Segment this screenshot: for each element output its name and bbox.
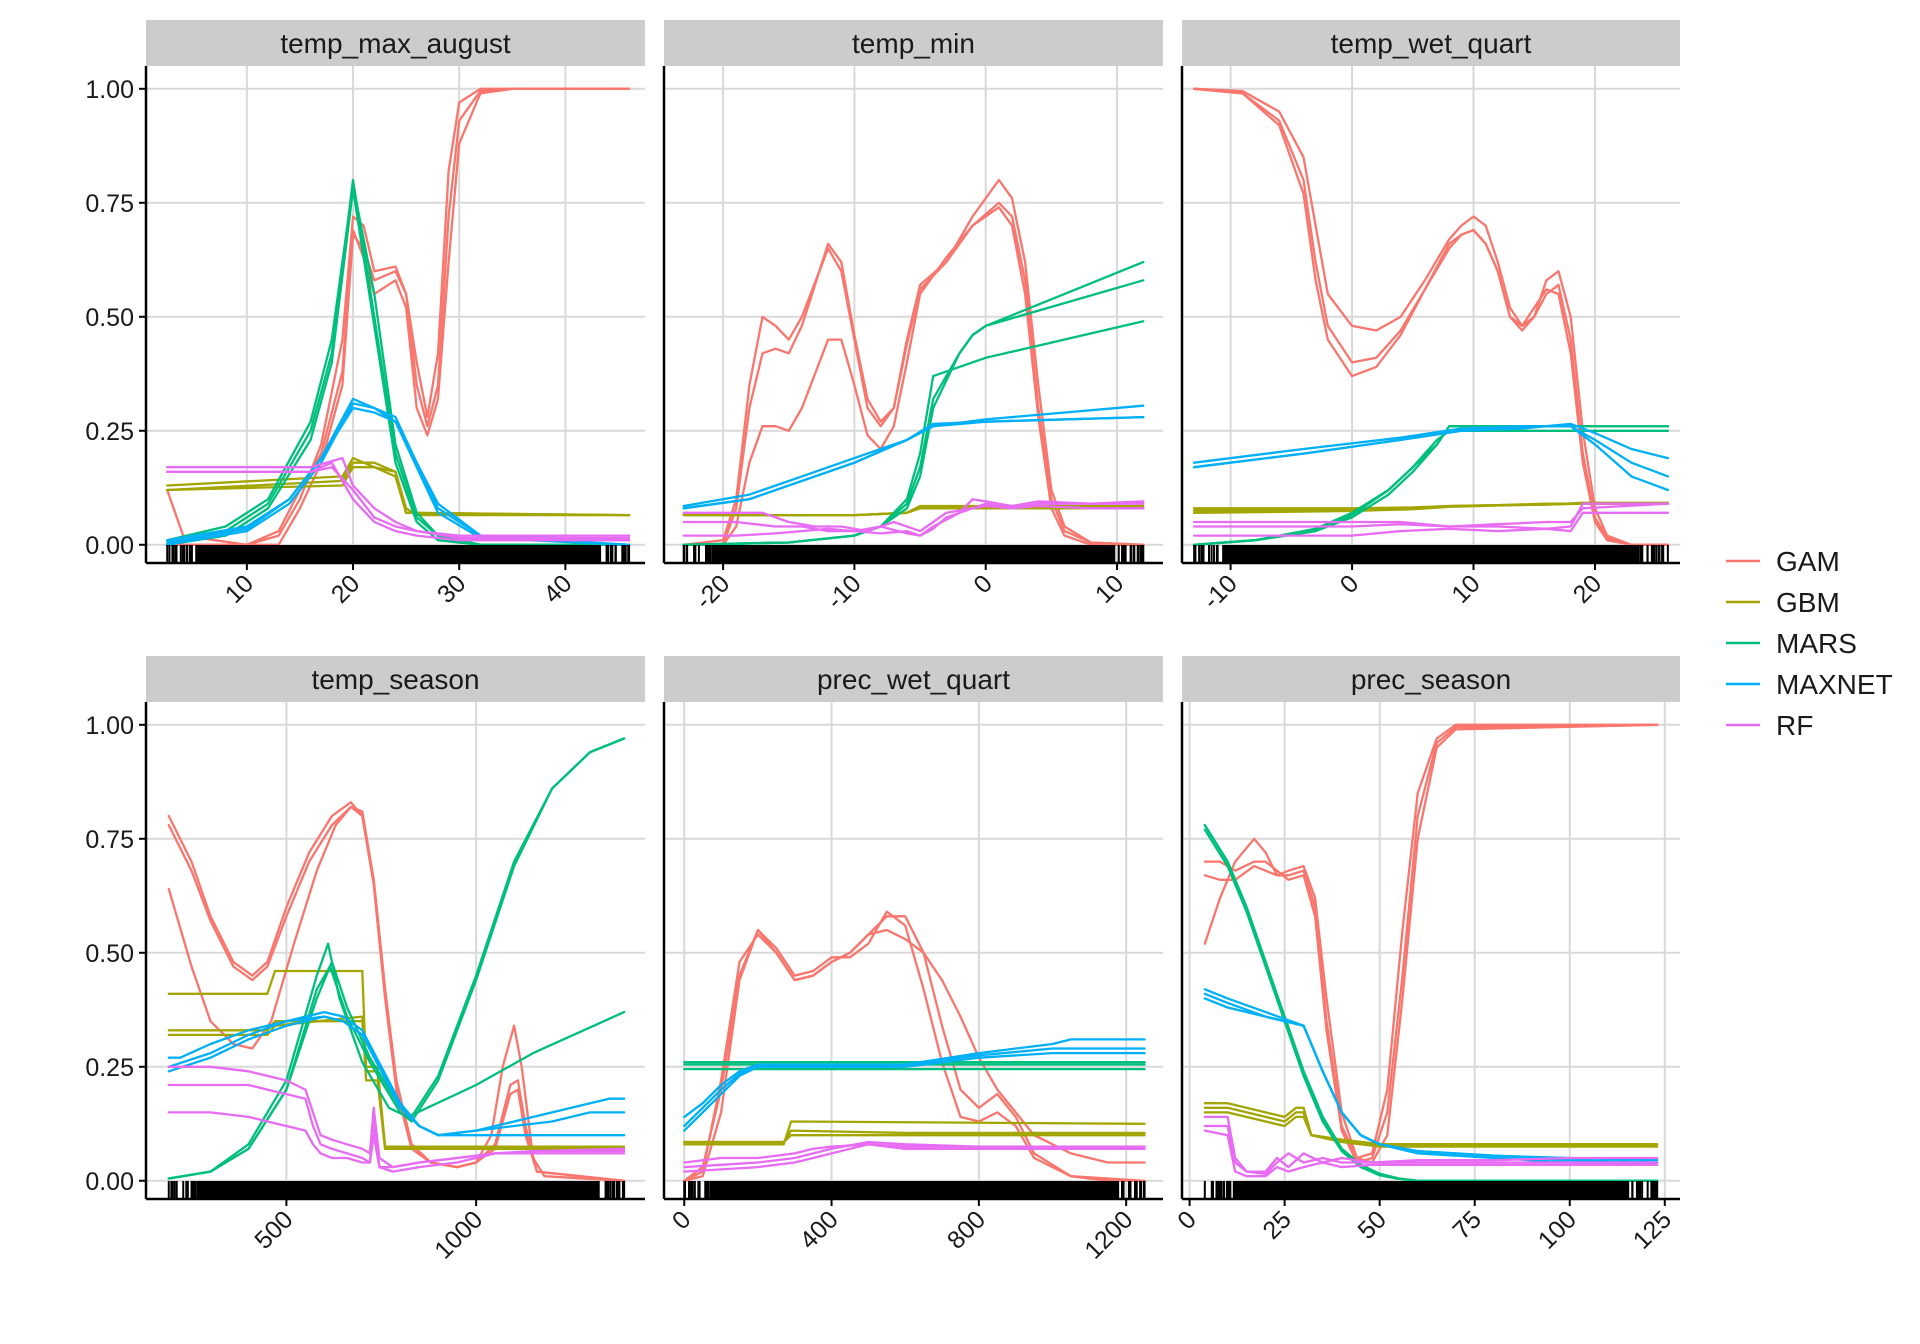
facet-strip-label: temp_max_august [280, 28, 511, 59]
series-lines [683, 910, 1146, 1182]
legend-label: GBM [1776, 587, 1840, 618]
series-line-gam-2 [1203, 723, 1659, 1164]
series-line-gbm-1 [683, 1120, 1146, 1146]
series-line-gam-3 [167, 805, 626, 1182]
rug-band [1232, 1181, 1630, 1199]
legend-item-rf: RF [1726, 710, 1813, 741]
facet-strip [146, 656, 645, 702]
series-line-rf-1 [166, 456, 631, 540]
facet-strip-label: prec_season [1351, 664, 1511, 695]
y-tick-label: 1.00 [85, 712, 134, 740]
series-line-rf-2 [1203, 1124, 1659, 1176]
rug [682, 545, 1145, 563]
series-line-gbm-2 [1203, 1106, 1659, 1146]
series-line-gbm-3 [682, 507, 1145, 517]
series-line-maxnet-2 [167, 1015, 626, 1137]
series-line-maxnet-3 [683, 1051, 1146, 1132]
legend-item-maxnet: MAXNET [1726, 669, 1893, 700]
series-line-rf-3 [166, 461, 631, 542]
y-tick-label: 1.00 [85, 76, 134, 104]
series-line-maxnet-3 [682, 415, 1145, 508]
series-line-gam-3 [1203, 723, 1659, 1164]
series-line-gbm-3 [1203, 1111, 1659, 1148]
series-line-rf-3 [1192, 511, 1670, 537]
facet-strip-label: temp_min [852, 28, 975, 59]
series-line-gam-1 [682, 178, 1145, 546]
rug [167, 1181, 626, 1199]
series-line-gam-3 [682, 206, 1145, 546]
series-lines [1203, 723, 1659, 1182]
y-tick-label: 0.00 [85, 532, 134, 560]
facet-strip-label: temp_season [311, 664, 479, 695]
legend: GAM GBM MARS MAXNET RF [1726, 546, 1893, 741]
series-line-maxnet-3 [166, 397, 631, 542]
series-line-rf-3 [682, 504, 1145, 537]
facet-strip [1182, 20, 1680, 66]
series-line-rf-2 [167, 1083, 626, 1173]
rug-band [1222, 545, 1640, 563]
y-tick-label: 0.75 [85, 826, 134, 854]
series-line-rf-2 [166, 466, 631, 537]
series-line-mars-2 [166, 183, 631, 546]
facet-strip [1182, 656, 1680, 702]
series-lines [1192, 87, 1670, 546]
series-line-mars-3 [167, 737, 626, 1180]
series-line-rf-2 [683, 1140, 1146, 1169]
series-line-gam-1 [1192, 87, 1670, 546]
series-line-rf-3 [683, 1143, 1146, 1173]
legend-label: MARS [1776, 628, 1857, 659]
legend-label: MAXNET [1776, 669, 1893, 700]
rug-band [195, 545, 602, 563]
series-line-gam-3 [683, 910, 1146, 1182]
rug [166, 545, 631, 563]
y-tick-label: 0.25 [85, 418, 134, 446]
y-tick-label: 0.50 [85, 304, 134, 332]
facet-strip-label: prec_wet_quart [817, 664, 1010, 695]
series-line-rf-3 [1203, 1129, 1659, 1178]
legend-item-mars: MARS [1726, 628, 1857, 659]
rug [683, 1181, 1146, 1199]
legend-label: RF [1776, 710, 1813, 741]
facet-strip [146, 20, 645, 66]
series-lines [166, 87, 631, 546]
legend-label: GAM [1776, 546, 1840, 577]
series-line-mars-3 [1203, 823, 1659, 1182]
series-line-mars-3 [682, 320, 1145, 546]
series-line-gbm-3 [683, 1134, 1146, 1144]
series-lines [682, 178, 1145, 546]
series-line-gam-3 [1192, 87, 1670, 546]
series-line-rf-1 [1203, 1115, 1659, 1173]
rug [1203, 1181, 1659, 1199]
y-tick-label: 0.00 [85, 1168, 134, 1196]
series-line-mars-1 [167, 942, 626, 1180]
series-line-maxnet-3 [167, 1015, 626, 1137]
facet-strip [664, 656, 1163, 702]
rug-band [711, 545, 1116, 563]
y-tick-label: 0.50 [85, 940, 134, 968]
series-line-gam-1 [166, 87, 631, 546]
rug-band [712, 1181, 1117, 1199]
series-line-rf-3 [167, 1111, 626, 1169]
legend-item-gam: GAM [1726, 546, 1840, 577]
facet-strip [664, 20, 1163, 66]
y-tick-label: 0.25 [85, 1054, 134, 1082]
series-line-rf-2 [1192, 502, 1670, 530]
legend-item-gbm: GBM [1726, 587, 1840, 618]
rug-band [196, 1181, 597, 1199]
y-tick-label: 0.75 [85, 190, 134, 218]
facet-strip-label: temp_wet_quart [1331, 28, 1532, 59]
series-line-maxnet-3 [1192, 425, 1670, 492]
series-line-mars-3 [166, 187, 631, 546]
rug [1193, 545, 1669, 563]
series-lines [167, 737, 626, 1182]
series-line-gam-2 [166, 87, 631, 546]
